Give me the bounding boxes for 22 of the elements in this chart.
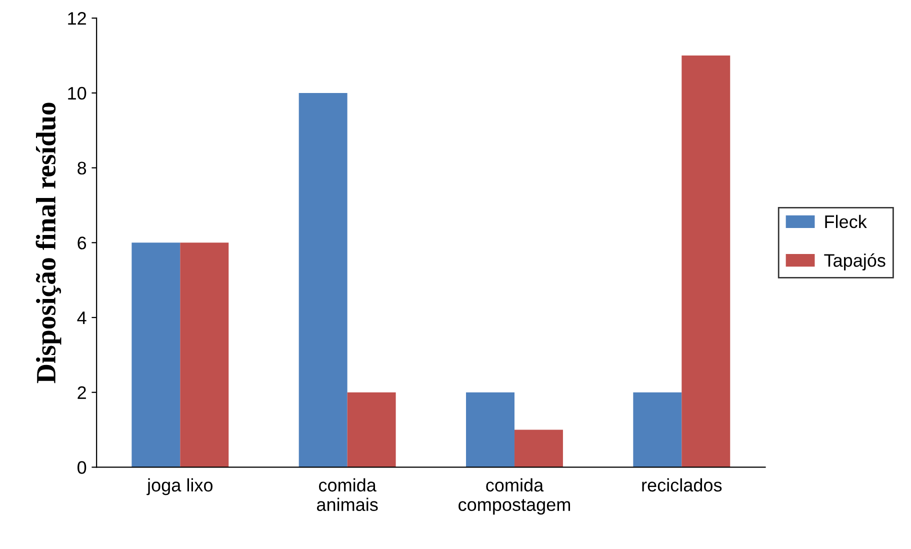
y-tick-label: 0 — [78, 461, 86, 474]
y-tick-label: 4 — [77, 312, 86, 324]
bar — [180, 242, 229, 468]
y-axis-title: Disposição final resíduo — [36, 102, 62, 384]
y-tick-label: 10 — [68, 86, 86, 100]
bar — [347, 392, 396, 468]
legend-label: Tapajós — [824, 253, 886, 270]
bar — [466, 392, 514, 468]
y-tick-label: 2 — [78, 386, 86, 399]
bar — [514, 430, 563, 468]
bar — [633, 392, 682, 468]
x-tick-label: comida compostagem — [458, 478, 570, 515]
x-tick-label: joga lixo — [146, 478, 213, 496]
legend-label: Fleck — [825, 214, 867, 228]
x-tick-label: reciclados — [642, 478, 722, 492]
bar — [298, 92, 348, 468]
x-tick-label: comida animais — [316, 478, 378, 512]
bar — [132, 242, 180, 468]
y-tick-label: 12 — [68, 12, 86, 25]
bar — [682, 56, 730, 468]
y-tick-label: 8 — [78, 162, 86, 175]
y-tick-label: 6 — [78, 236, 86, 250]
